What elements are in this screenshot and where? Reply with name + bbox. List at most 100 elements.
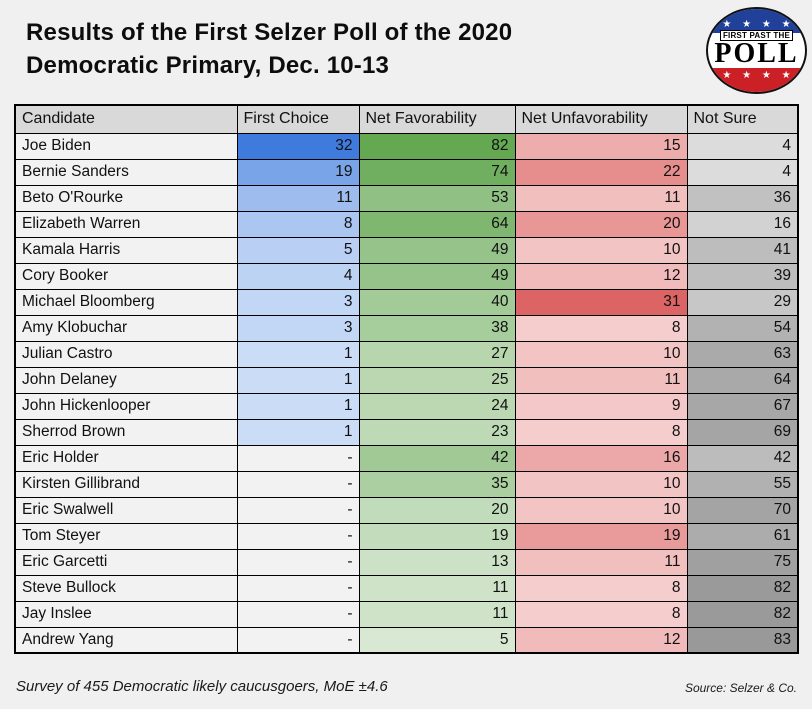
table-row: Eric Holder -42 16 42 <box>14 444 799 472</box>
net_unfavorability-cell: 12 <box>514 626 688 654</box>
candidate-name-cell: Tom Steyer <box>14 522 238 550</box>
not_sure-cell: 83 <box>686 626 799 654</box>
column-header-not_sure: Not Sure <box>686 104 799 134</box>
candidate-name-cell: Bernie Sanders <box>14 158 238 186</box>
net_unfavorability-cell: 8 <box>514 314 688 342</box>
candidate-name-cell: Kamala Harris <box>14 236 238 264</box>
source-note: Source: Selzer & Co. <box>684 681 797 695</box>
table-row: Eric Garcetti -13 11 75 <box>14 548 799 576</box>
table-row: John Hickenlooper 1 24 9 67 <box>14 392 799 420</box>
candidate-name-cell: Michael Bloomberg <box>14 288 238 316</box>
net_unfavorability-cell: 16 <box>514 444 688 472</box>
net_favorability-cell: 53 <box>358 184 516 212</box>
table-header-row: Candidate First Choice Net Favorability Net… <box>14 104 799 134</box>
column-header-candidate: Candidate <box>14 104 238 134</box>
table-row: Joe Biden 32 82 15 4 <box>14 132 799 160</box>
net_unfavorability-cell: 8 <box>514 418 688 446</box>
not_sure-cell: 36 <box>686 184 799 212</box>
star-icons-top: ★ ★ ★ ★ <box>722 19 795 31</box>
net_unfavorability-cell: 19 <box>514 522 688 550</box>
not_sure-cell: 69 <box>686 418 799 446</box>
net_unfavorability-cell: 8 <box>514 574 688 602</box>
first_choice-cell: - <box>236 600 360 628</box>
table-row: Eric Swalwell -20 10 70 <box>14 496 799 524</box>
candidate-name-cell: Sherrod Brown <box>14 418 238 446</box>
not_sure-cell: 42 <box>686 444 799 472</box>
first_choice-cell: - <box>236 626 360 654</box>
net_unfavorability-cell: 10 <box>514 496 688 524</box>
star-icons-bottom: ★ ★ ★ ★ <box>722 69 795 81</box>
first_choice-cell: 1 <box>236 340 360 368</box>
first_choice-cell: - <box>236 496 360 524</box>
candidate-name-cell: Julian Castro <box>14 340 238 368</box>
candidate-name-cell: Eric Swalwell <box>14 496 238 524</box>
not_sure-cell: 39 <box>686 262 799 290</box>
table-row: Amy Klobuchar 3 38 8 54 <box>14 314 799 342</box>
table-row: Cory Booker 4 49 12 39 <box>14 262 799 290</box>
net_favorability-cell: 40 <box>358 288 516 316</box>
logo-top-label: FIRST PAST THE <box>719 29 794 41</box>
survey-note: Survey of 455 Democratic likely caucusgo… <box>16 678 388 695</box>
poll-results-table: Candidate First Choice Net Favorability Net… <box>14 104 799 654</box>
net_unfavorability-cell: 11 <box>514 548 688 576</box>
net_favorability-cell: 24 <box>358 392 516 420</box>
net_favorability-cell: 38 <box>358 314 516 342</box>
column-header-net_favorability: Net Favorability <box>358 104 516 134</box>
net_favorability-cell: 74 <box>358 158 516 186</box>
table-row: Elizabeth Warren 8 64 20 16 <box>14 210 799 238</box>
net_unfavorability-cell: 12 <box>514 262 688 290</box>
not_sure-cell: 70 <box>686 496 799 524</box>
candidate-name-cell: John Hickenlooper <box>14 392 238 420</box>
net_favorability-cell: 42 <box>358 444 516 472</box>
net_favorability-cell: 25 <box>358 366 516 394</box>
not_sure-cell: 4 <box>686 132 799 160</box>
table-row: Sherrod Brown 1 23 8 69 <box>14 418 799 446</box>
title-line-2: Democratic Primary, Dec. 10-13 <box>26 52 390 79</box>
candidate-name-cell: Eric Holder <box>14 444 238 472</box>
table-row: Beto O'Rourke 11 53 11 36 <box>14 184 799 212</box>
not_sure-cell: 54 <box>686 314 799 342</box>
table-row: Tom Steyer -19 19 61 <box>14 522 799 550</box>
net_favorability-cell: 27 <box>358 340 516 368</box>
table-row: Michael Bloomberg 3 40 31 29 <box>14 288 799 316</box>
first_choice-cell: 4 <box>236 262 360 290</box>
net_unfavorability-cell: 10 <box>514 236 688 264</box>
not_sure-cell: 61 <box>686 522 799 550</box>
table-row: Kirsten Gillibrand -35 10 55 <box>14 470 799 498</box>
not_sure-cell: 63 <box>686 340 799 368</box>
candidate-name-cell: Kirsten Gillibrand <box>14 470 238 498</box>
net_unfavorability-cell: 31 <box>514 288 688 316</box>
net_favorability-cell: 19 <box>358 522 516 550</box>
not_sure-cell: 41 <box>686 236 799 264</box>
table-row: Andrew Yang -5 12 83 <box>14 626 799 654</box>
first_choice-cell: 5 <box>236 236 360 264</box>
net_favorability-cell: 64 <box>358 210 516 238</box>
net_favorability-cell: 82 <box>358 132 516 160</box>
first_choice-cell: 3 <box>236 288 360 316</box>
table-row: Julian Castro 1 27 10 63 <box>14 340 799 368</box>
net_favorability-cell: 23 <box>358 418 516 446</box>
not_sure-cell: 82 <box>686 574 799 602</box>
net_favorability-cell: 11 <box>358 574 516 602</box>
candidate-name-cell: Joe Biden <box>14 132 238 160</box>
first_choice-cell: 3 <box>236 314 360 342</box>
first_choice-cell: - <box>236 574 360 602</box>
first_choice-cell: 1 <box>236 392 360 420</box>
first_choice-cell: 19 <box>236 158 360 186</box>
not_sure-cell: 82 <box>686 600 799 628</box>
title-line-1: Results of the First Selzer Poll of the … <box>26 19 513 46</box>
net_favorability-cell: 35 <box>358 470 516 498</box>
table-row: Jay Inslee -11 8 82 <box>14 600 799 628</box>
table-row: Steve Bullock -11 8 82 <box>14 574 799 602</box>
logo-red-band: ★ ★ ★ ★ <box>708 67 805 92</box>
net_unfavorability-cell: 11 <box>514 366 688 394</box>
net_favorability-cell: 20 <box>358 496 516 524</box>
candidate-name-cell: Eric Garcetti <box>14 548 238 576</box>
candidate-name-cell: Steve Bullock <box>14 574 238 602</box>
candidate-name-cell: Beto O'Rourke <box>14 184 238 212</box>
net_unfavorability-cell: 10 <box>514 470 688 498</box>
candidate-name-cell: Amy Klobuchar <box>14 314 238 342</box>
not_sure-cell: 29 <box>686 288 799 316</box>
candidate-name-cell: Andrew Yang <box>14 626 238 654</box>
candidate-name-cell: John Delaney <box>14 366 238 394</box>
